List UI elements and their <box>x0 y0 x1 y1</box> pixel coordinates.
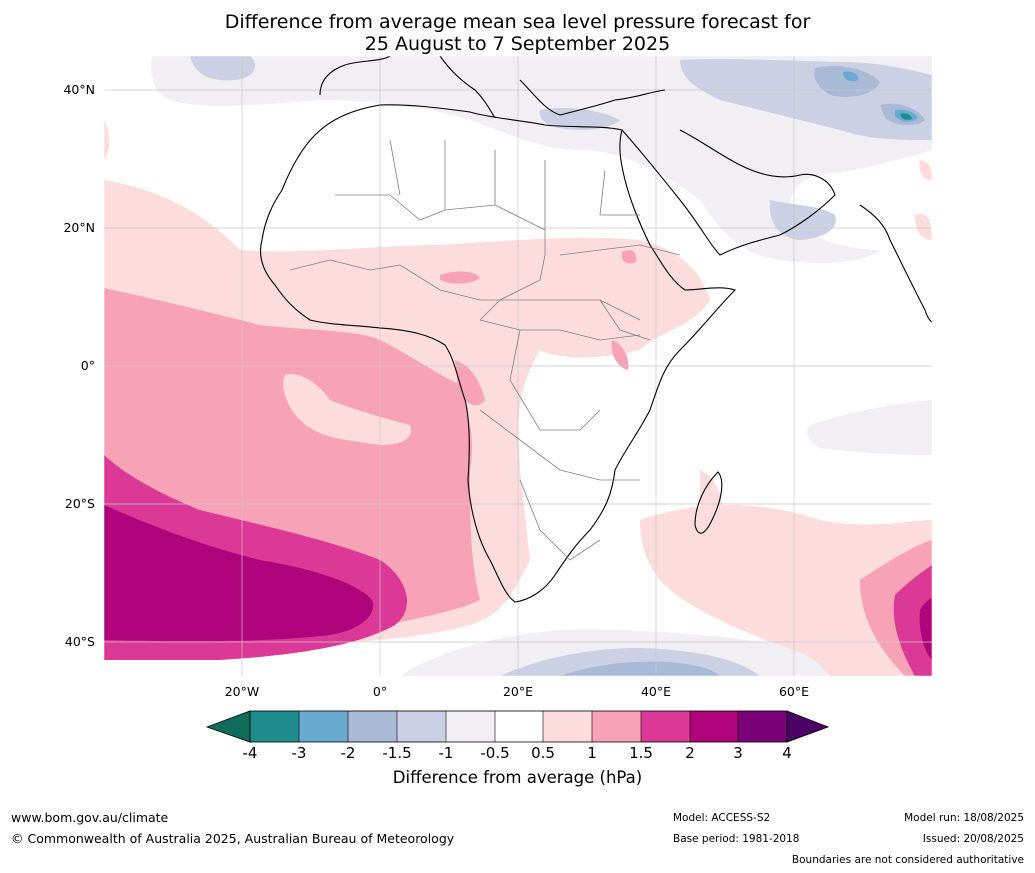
region-p15-southeast <box>893 565 932 676</box>
map-frame <box>103 55 933 677</box>
footer-issued: Issued: 20/08/2025 <box>922 833 1024 845</box>
region-p1-sahel <box>440 250 637 284</box>
africa-coastline <box>259 104 737 603</box>
colorbar-bin--2--1.5 <box>348 711 397 742</box>
colorbar-bin-1.5-2 <box>641 711 690 742</box>
colorbar-tick: -2 <box>340 744 356 762</box>
region-p05-madagascar-east <box>700 470 722 534</box>
region-p2-southwest <box>104 505 374 642</box>
lon-label-0: 0° <box>372 684 388 699</box>
region-p1-congo <box>455 340 629 406</box>
colorbar-tick: 1 <box>587 744 597 762</box>
colorbar-bin-2-3 <box>690 711 738 742</box>
colorbar-tick: -3 <box>291 744 307 762</box>
lon-label-60e: 60°E <box>778 684 810 699</box>
footer-url: www.bom.gov.au/climate <box>11 810 169 825</box>
colorbar <box>205 710 830 743</box>
country-borders <box>289 139 681 561</box>
colorbar-bin-1-1.5 <box>592 711 641 742</box>
region-m1-arabia <box>769 200 836 240</box>
colorbar-tick: -4 <box>242 744 258 762</box>
footer-model: Model: ACCESS-S2 <box>673 812 771 824</box>
footer-boundaries-note: Boundaries are not considered authoritat… <box>791 854 1024 866</box>
lat-label-20n: 20°N <box>63 220 95 235</box>
lat-label-40n: 40°N <box>63 82 95 97</box>
region-m15-south <box>560 661 720 676</box>
colorbar-bin--4--3 <box>250 711 299 742</box>
lat-label-40s: 40°S <box>64 634 95 649</box>
map-title-line-2: 25 August to 7 September 2025 <box>364 33 671 55</box>
colorbar-tick: -0.5 <box>480 744 510 762</box>
lat-label-0: 0° <box>80 358 95 373</box>
colorbar-tick: 3 <box>733 744 743 762</box>
region-m1-north-1 <box>190 56 255 81</box>
colorbar-tick: 1.5 <box>629 744 653 762</box>
region-p05-atlantic-island <box>283 374 411 445</box>
arabia-coastline <box>621 129 836 256</box>
region-m1-mediterranean <box>539 108 620 130</box>
region-m05-north <box>151 56 932 263</box>
footer-base-period: Base period: 1981-2018 <box>673 833 800 845</box>
india-coastline <box>859 204 932 323</box>
colorbar-extend-high <box>786 710 830 743</box>
footer-model-run: Model run: 18/08/2025 <box>904 812 1024 824</box>
colorbar-tick: -1 <box>438 744 454 762</box>
colorbar-label: Difference from average (hPa) <box>392 768 643 787</box>
footer-copyright: © Commonwealth of Australia 2025, Austra… <box>11 831 455 846</box>
colorbar-bin-0.5-1 <box>543 711 592 742</box>
europe-coastline <box>319 56 666 119</box>
region-p05-west-edge <box>104 120 110 160</box>
region-p2-southeast <box>919 598 932 660</box>
lon-label-20w: 20°W <box>224 684 260 699</box>
colorbar-extend-low <box>205 710 251 743</box>
region-m05-indian <box>807 400 932 455</box>
colorbar-tick: 0.5 <box>531 744 555 762</box>
colorbar-bin--1.5--1 <box>397 711 446 742</box>
colorbar-tick: 4 <box>782 744 792 762</box>
lon-label-40e: 40°E <box>640 684 672 699</box>
graticule <box>104 56 932 676</box>
colorbar-bin--0.5-0.5 <box>495 711 543 742</box>
madagascar-coastline <box>694 471 723 534</box>
region-p05-southeast <box>640 505 932 676</box>
coastlines <box>259 56 932 603</box>
colorbar-tick: 2 <box>685 744 695 762</box>
colorbar-bin--1--0.5 <box>446 711 495 742</box>
lon-label-20e: 20°E <box>502 684 534 699</box>
region-p05-far-east <box>915 160 932 240</box>
colorbar-bin-3-4 <box>738 711 787 742</box>
region-m3-asia <box>900 113 912 120</box>
colorbar-bin--3--2 <box>299 711 348 742</box>
colorbar-tick: -1.5 <box>382 744 412 762</box>
map-title-line-1: Difference from average mean sea level p… <box>224 11 811 33</box>
lat-label-20s: 20°S <box>64 496 95 511</box>
